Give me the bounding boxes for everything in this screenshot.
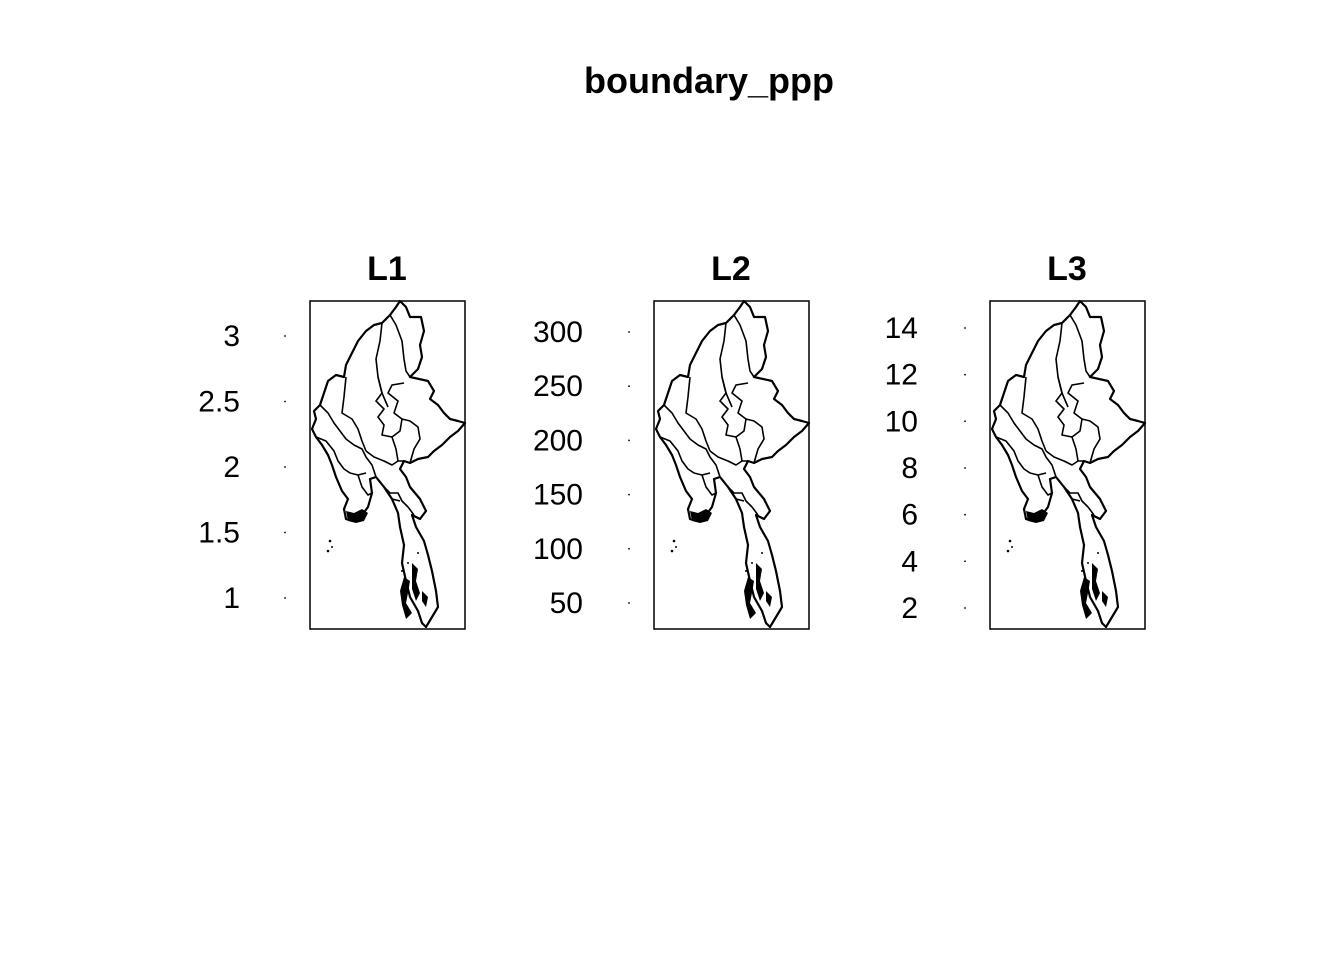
tick-label-l3: 2 bbox=[901, 592, 918, 625]
tick-label-l2: 50 bbox=[550, 587, 583, 620]
tick-mark-l1 bbox=[284, 335, 286, 337]
tick-mark-l1 bbox=[284, 597, 286, 599]
tick-label-l3: 10 bbox=[885, 405, 918, 438]
tick-label-l1: 2 bbox=[223, 451, 240, 484]
tick-label-l2: 300 bbox=[533, 316, 583, 349]
tick-mark-l1 bbox=[284, 400, 286, 403]
panel-title-l2: L2 bbox=[711, 250, 751, 288]
tick-label-l1: 1 bbox=[223, 582, 240, 615]
tick-label-l3: 14 bbox=[885, 312, 918, 345]
panel-l3: L3 14 12 10 8 6 4 2 bbox=[885, 250, 1147, 630]
tick-mark-l2 bbox=[628, 331, 630, 333]
legend-ticks-l1: 3 2.5 2 1.5 1 bbox=[198, 320, 286, 615]
tick-mark-l3 bbox=[964, 373, 966, 376]
panel-frame-l1 bbox=[309, 300, 466, 630]
tick-mark-l1 bbox=[284, 531, 286, 534]
tick-label-l1: 3 bbox=[223, 320, 240, 353]
legend-ticks-l3: 14 12 10 8 6 4 2 bbox=[885, 312, 966, 625]
figure-title: boundary_ppp bbox=[584, 60, 834, 101]
tick-label-l3: 6 bbox=[901, 499, 918, 532]
tick-mark-l2 bbox=[628, 602, 630, 604]
tick-label-l3: 12 bbox=[885, 359, 918, 392]
tick-label-l2: 250 bbox=[533, 370, 583, 403]
tick-mark-l3 bbox=[964, 420, 966, 423]
tick-mark-l2 bbox=[628, 385, 630, 388]
tick-label-l1: 1.5 bbox=[198, 517, 240, 550]
myanmar-boundary-map-l3 bbox=[990, 299, 1147, 629]
panel-frame-l2 bbox=[653, 300, 810, 630]
tick-label-l3: 8 bbox=[901, 452, 918, 485]
tick-label-l1: 2.5 bbox=[198, 386, 240, 419]
myanmar-boundary-map-l2 bbox=[654, 299, 811, 629]
tick-mark-l3 bbox=[964, 327, 966, 329]
tick-mark-l3 bbox=[964, 513, 966, 516]
tick-label-l3: 4 bbox=[901, 545, 918, 578]
tick-mark-l1 bbox=[284, 466, 286, 468]
tick-mark-l3 bbox=[964, 607, 966, 609]
panel-title-l3: L3 bbox=[1047, 250, 1087, 288]
tick-mark-l3 bbox=[964, 467, 966, 469]
panel-title-l1: L1 bbox=[367, 250, 407, 288]
tick-mark-l2 bbox=[628, 439, 630, 442]
tick-label-l2: 150 bbox=[533, 479, 583, 512]
myanmar-boundary-map-l1 bbox=[310, 299, 467, 629]
tick-label-l2: 100 bbox=[533, 533, 583, 566]
legend-ticks-l2: 300 250 200 150 100 50 bbox=[533, 316, 630, 620]
panel-l2: L2 300 250 200 150 100 50 bbox=[533, 250, 811, 630]
panel-frame-l3 bbox=[989, 300, 1146, 630]
tick-mark-l2 bbox=[628, 493, 630, 496]
panel-l1: L1 3 2.5 2 1.5 1 bbox=[198, 250, 467, 630]
tick-label-l2: 200 bbox=[533, 424, 583, 457]
tick-mark-l3 bbox=[964, 560, 966, 563]
tick-mark-l2 bbox=[628, 547, 630, 550]
